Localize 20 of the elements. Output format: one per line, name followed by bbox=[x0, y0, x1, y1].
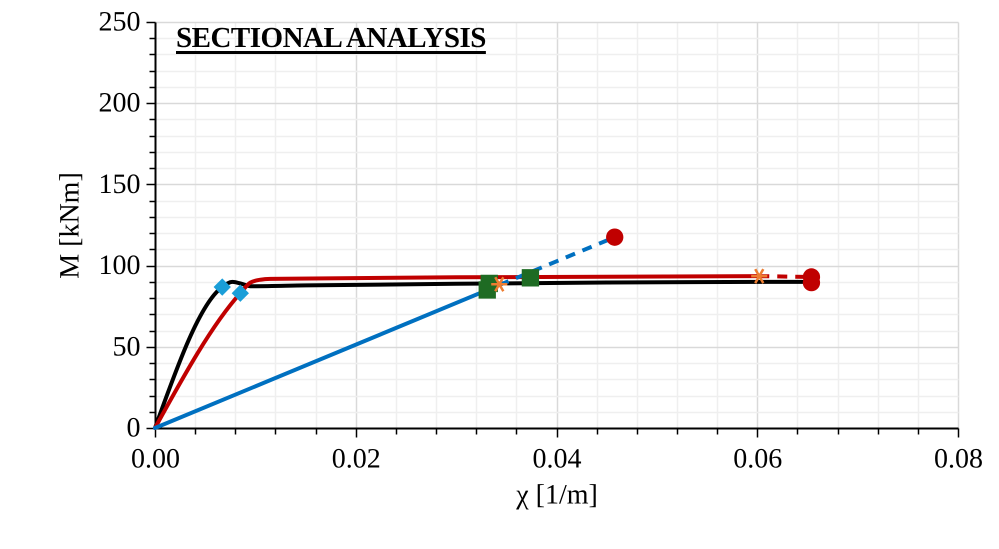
chart-title: SECTIONAL ANALYSIS bbox=[176, 22, 486, 55]
x-tick-label: 0.00 bbox=[131, 444, 180, 474]
y-tick-label: 0 bbox=[126, 412, 140, 444]
x-tick-label: 0.04 bbox=[532, 444, 582, 474]
point bbox=[214, 278, 231, 296]
point bbox=[490, 276, 509, 293]
x-axis-title: χ [1/m] bbox=[515, 480, 598, 510]
y-axis-title: M [kNm] bbox=[54, 172, 86, 279]
point bbox=[232, 284, 249, 302]
x-tick-label: 0.08 bbox=[934, 444, 983, 474]
x-tick-label: 0.02 bbox=[332, 444, 381, 474]
y-tick-label: 200 bbox=[98, 88, 140, 119]
point bbox=[750, 268, 769, 284]
point bbox=[522, 269, 540, 286]
y-tick-label: 150 bbox=[98, 168, 140, 200]
y-tick-label: 250 bbox=[98, 6, 140, 38]
x-tick-label: 0.06 bbox=[733, 444, 782, 474]
y-tick-label: 50 bbox=[112, 331, 140, 362]
point bbox=[606, 228, 624, 246]
y-tick-label: 100 bbox=[98, 250, 140, 282]
